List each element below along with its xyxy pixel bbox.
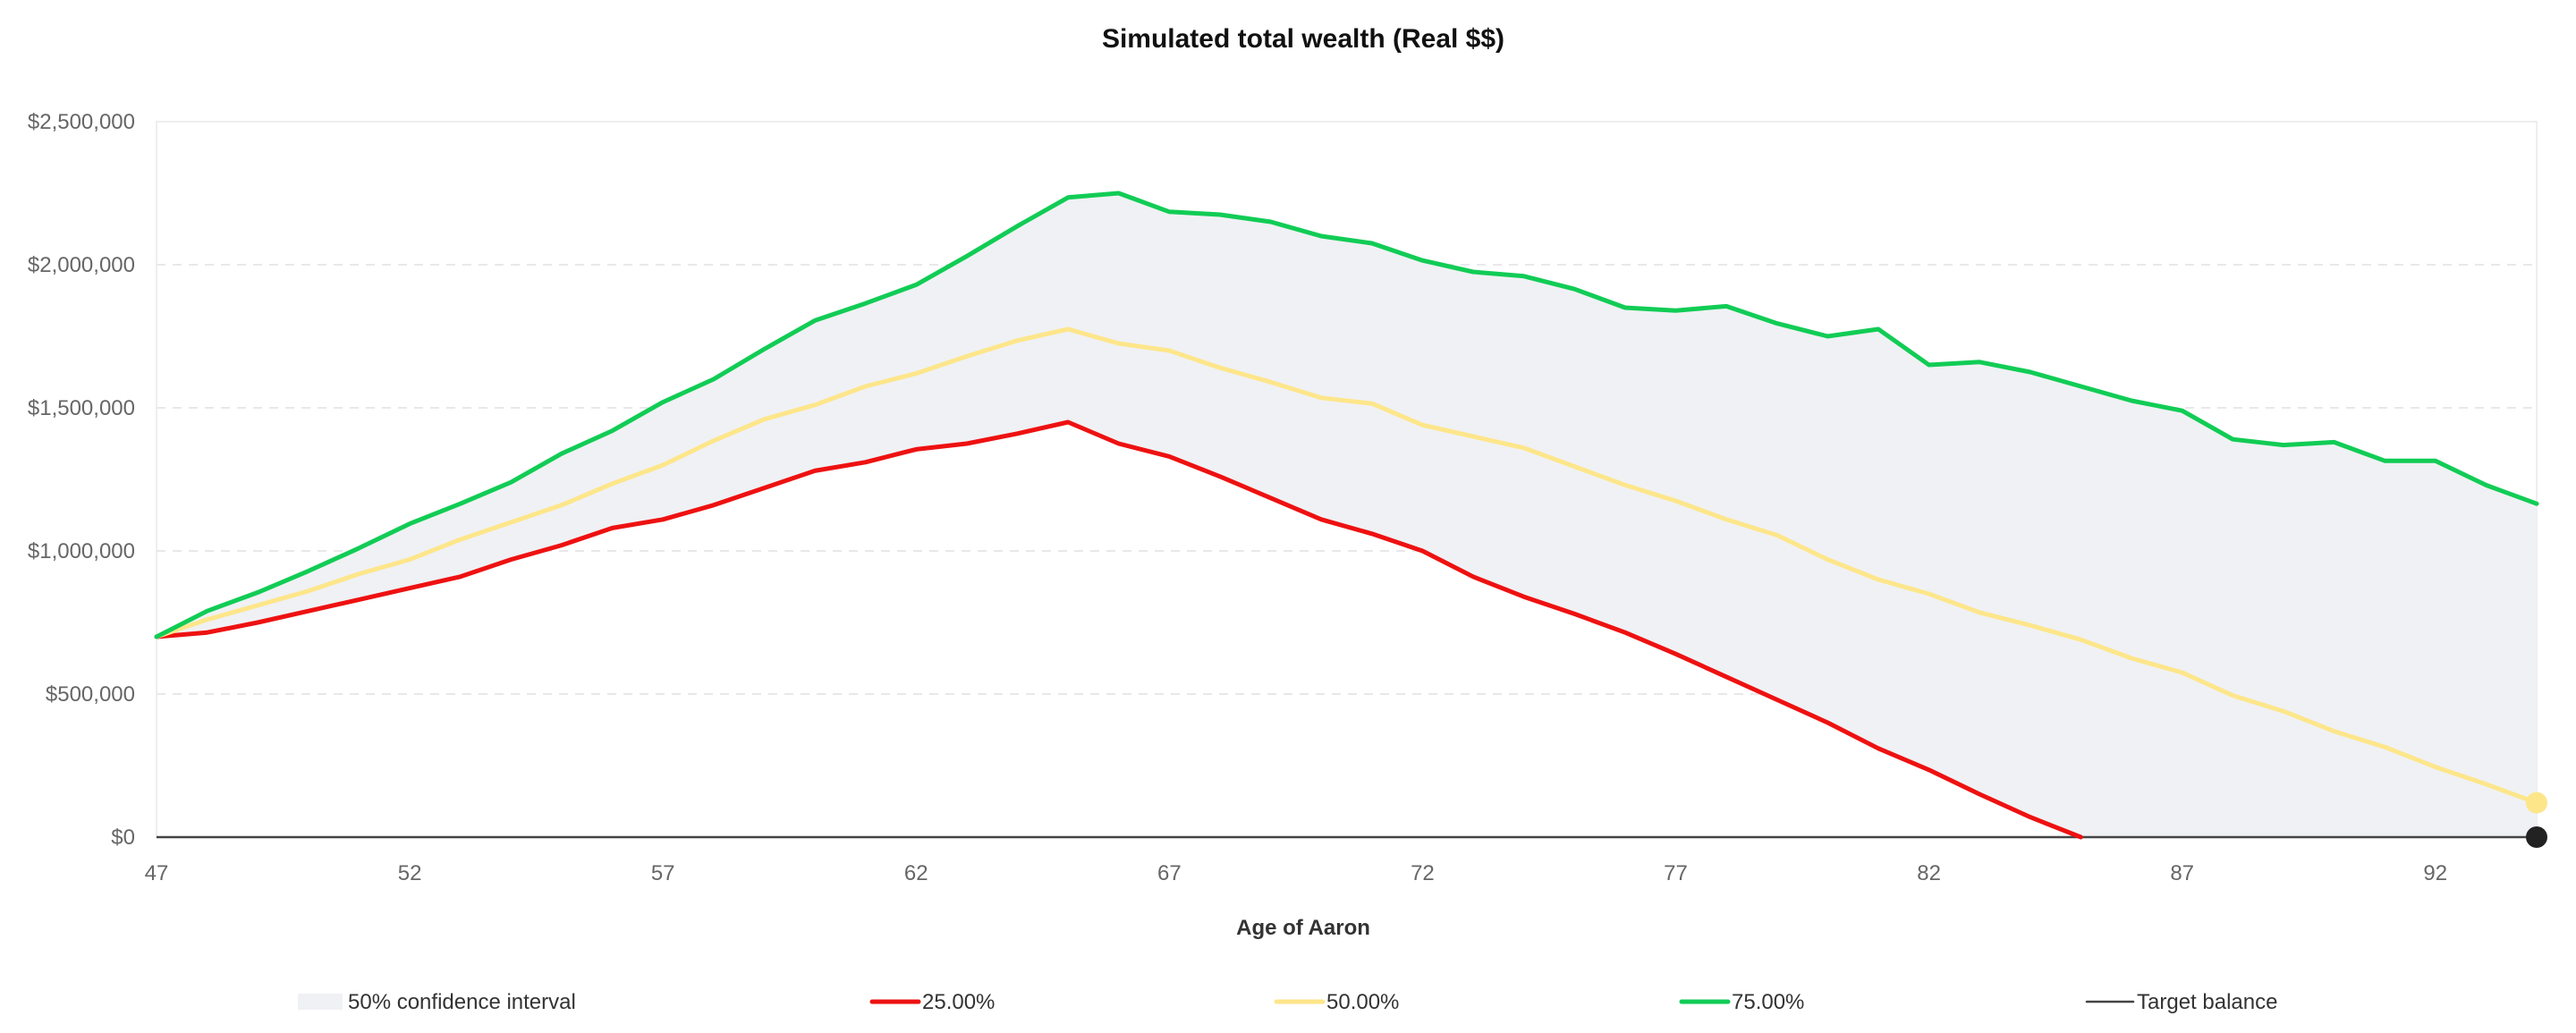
y-tick-label: $1,000,000 — [28, 539, 135, 563]
x-tick-label: 92 — [2423, 861, 2447, 885]
legend-label: 25.00% — [922, 990, 995, 1014]
y-tick-label: $2,500,000 — [28, 110, 135, 134]
legend-label: 75.00% — [1732, 990, 1804, 1014]
confidence-band — [157, 193, 2537, 837]
y-tick-label: $2,000,000 — [28, 253, 135, 277]
end-marker — [2526, 826, 2547, 848]
legend-swatch-confidence-interval — [298, 994, 343, 1010]
x-tick-label: 57 — [651, 861, 675, 885]
legend-label: 50% confidence interval — [348, 990, 576, 1014]
series-line-5000 — [154, 326, 2539, 806]
y-tick-label: $1,500,000 — [28, 396, 135, 420]
y-tick-label: $500,000 — [46, 682, 135, 707]
legend-label: Target balance — [2137, 990, 2277, 1014]
x-tick-label: 52 — [398, 861, 422, 885]
x-tick-label: 62 — [904, 861, 928, 885]
legend: 50% confidence interval 25.00% 50.00% 75.00… — [298, 990, 2277, 1014]
x-tick-label: 47 — [145, 861, 169, 885]
x-tick-label: 77 — [1664, 861, 1688, 885]
x-tick-label: 82 — [1917, 861, 1941, 885]
chart-title: Simulated total wealth (Real $$) — [1102, 24, 1504, 54]
series-line-7500 — [154, 191, 2539, 639]
y-tick-label: $0 — [111, 826, 135, 850]
x-tick-label: 87 — [2170, 861, 2194, 885]
x-tick-label: 72 — [1411, 861, 1435, 885]
x-axis-title: Age of Aaron — [1236, 916, 1370, 940]
legend-label: 50.00% — [1326, 990, 1399, 1014]
end-marker — [2526, 792, 2547, 814]
series-line-2500 — [154, 419, 2083, 840]
plot-area: $0 $500,000 $1,000,000 $1,500,000 $2,000,000… — [28, 110, 2547, 885]
x-tick-label: 67 — [1157, 861, 1182, 885]
